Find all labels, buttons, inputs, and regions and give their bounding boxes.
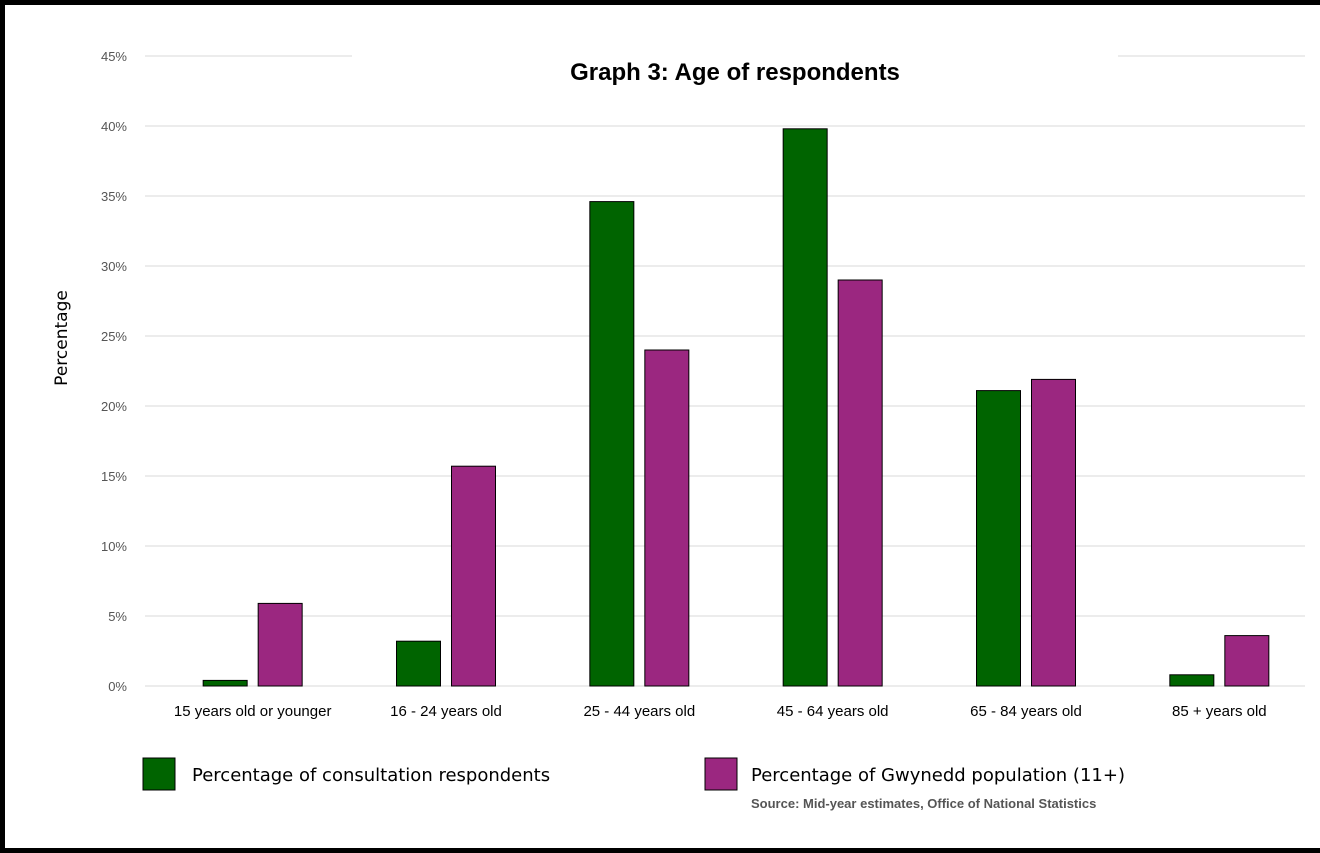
bar-respondents <box>396 640 441 687</box>
y-tick-label: 0% <box>108 679 127 694</box>
legend: Percentage of consultation respondents P… <box>142 757 1125 811</box>
bar-population <box>644 349 690 687</box>
x-category-label: 65 - 84 years old <box>970 703 1082 720</box>
title-background <box>352 45 1118 95</box>
x-category-label: 25 - 44 years old <box>583 703 695 720</box>
y-axis-label: Percentage <box>52 290 72 386</box>
bar-population <box>451 465 496 687</box>
x-category-label: 45 - 64 years old <box>777 703 889 720</box>
legend-label-respondents: Percentage of consultation respondents <box>192 765 550 786</box>
legend-swatch-population <box>704 757 738 791</box>
legend-label-population: Percentage of Gwynedd population (11+) <box>751 765 1125 786</box>
y-tick-label: 30% <box>101 259 127 274</box>
y-tick-label: 20% <box>101 399 127 414</box>
y-tick-label: 25% <box>101 329 127 344</box>
bar-respondents <box>1169 674 1215 687</box>
bar-population <box>1031 378 1076 687</box>
bar-respondents <box>782 128 828 687</box>
bar-respondents <box>589 201 635 687</box>
y-axis-ticks: 0% 5% 10% 15% 20% 25% 30% 35% 40% 45% <box>101 49 127 694</box>
legend-swatch-respondents <box>142 757 176 791</box>
x-category-label: 15 years old or younger <box>174 703 332 720</box>
bar-population <box>837 279 883 687</box>
bar-population <box>1224 635 1270 687</box>
y-tick-label: 10% <box>101 539 127 554</box>
y-tick-label: 45% <box>101 49 127 64</box>
x-axis-categories: 15 years old or younger 16 - 24 years old… <box>174 703 1267 720</box>
y-tick-label: 35% <box>101 189 127 204</box>
y-tick-label: 15% <box>101 469 127 484</box>
bar-population <box>257 602 303 687</box>
bars <box>202 128 1270 687</box>
y-tick-label: 40% <box>101 119 127 134</box>
bar-respondents <box>202 679 248 687</box>
gridlines <box>145 55 1305 687</box>
bar-respondents <box>976 390 1021 687</box>
x-category-label: 85 + years old <box>1172 703 1267 720</box>
chart-title: Graph 3: Age of respondents <box>570 59 900 86</box>
source-note: Source: Mid-year estimates, Office of Na… <box>751 796 1096 811</box>
x-category-label: 16 - 24 years old <box>390 703 502 720</box>
y-tick-label: 5% <box>108 609 127 624</box>
